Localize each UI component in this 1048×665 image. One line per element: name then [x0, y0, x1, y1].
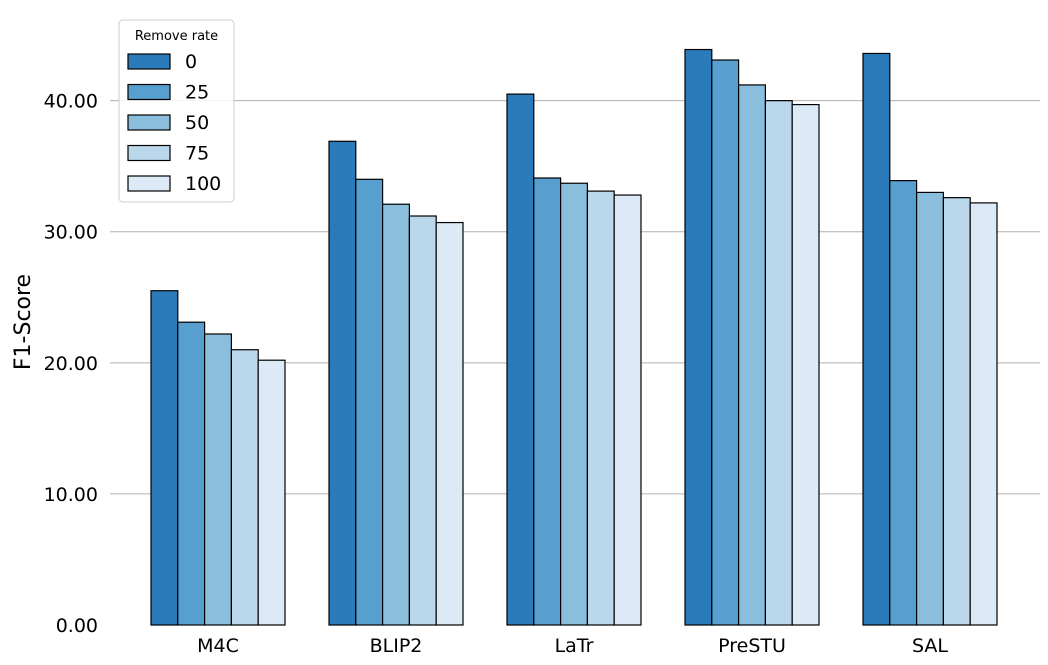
bar [355, 178, 384, 626]
legend-swatch [127, 53, 171, 70]
legend-entry: 50 [185, 112, 209, 134]
y-tick-label: 20.00 [44, 353, 98, 375]
y-axis-label: F1-Score [11, 274, 36, 370]
x-tick-label: PreSTU [718, 635, 786, 657]
bar [613, 194, 642, 626]
legend-entry: 75 [185, 143, 209, 165]
bar [408, 215, 437, 626]
legend-swatch [127, 144, 171, 162]
bar [969, 202, 998, 626]
bar [737, 84, 766, 626]
bar [177, 321, 206, 626]
legend-entry: 25 [185, 82, 209, 104]
legend-entry: 100 [185, 173, 221, 195]
legend-swatch [127, 114, 171, 131]
bar [684, 48, 713, 626]
y-tick-label: 10.00 [44, 484, 98, 506]
x-tick-label: M4C [197, 635, 239, 657]
bar [150, 290, 179, 626]
legend-title: Remove rate [135, 29, 218, 44]
bar [257, 359, 286, 626]
legend: Remove rate 0 25 50 75 100 [118, 19, 235, 203]
bar [230, 349, 259, 626]
legend-swatch [127, 175, 171, 192]
x-tick-label: LaTr [555, 635, 594, 657]
legend-swatch [127, 83, 171, 101]
bars [150, 48, 998, 626]
bar [204, 333, 233, 626]
y-tick-label: 0.00 [56, 615, 98, 637]
bar [915, 191, 944, 626]
y-tick-label: 40.00 [44, 91, 98, 113]
y-tick-label: 30.00 [44, 222, 98, 244]
bar [382, 203, 411, 626]
bar [791, 103, 820, 626]
bar [533, 177, 562, 626]
legend-entry: 0 [185, 51, 197, 73]
bar [328, 140, 357, 626]
bar [764, 100, 793, 626]
bar [711, 59, 740, 626]
bar [889, 180, 918, 626]
x-tick-label: BLIP2 [370, 635, 423, 657]
bar [435, 221, 464, 626]
bar [942, 197, 971, 626]
bar [559, 182, 588, 626]
x-tick-labels: M4C BLIP2 LaTr PreSTU SAL [197, 635, 948, 657]
bar [586, 190, 615, 626]
bar [862, 52, 891, 626]
bar [506, 93, 535, 626]
y-tick-labels: 0.00 10.00 20.00 30.00 40.00 [44, 91, 98, 637]
x-tick-label: SAL [912, 635, 948, 657]
